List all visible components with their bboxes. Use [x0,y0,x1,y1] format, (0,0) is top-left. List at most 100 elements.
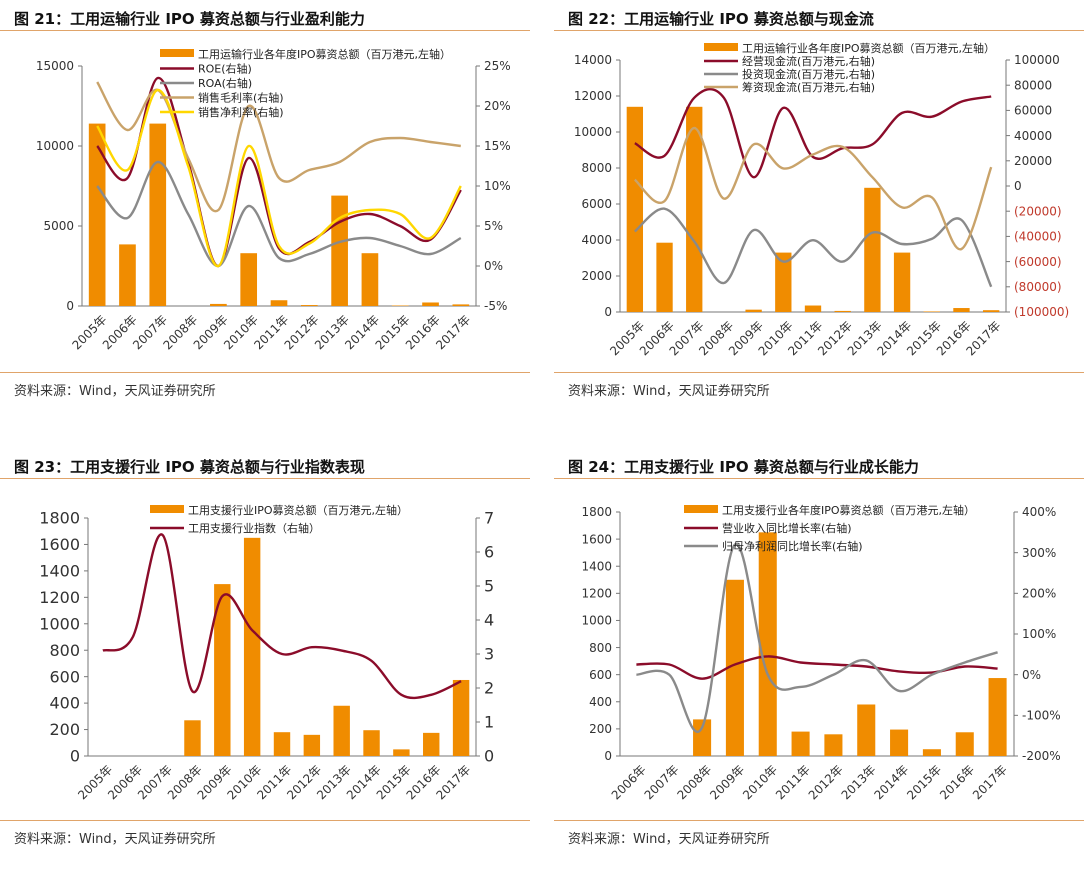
x-tick-label: 2010年 [740,762,780,802]
legend-label: ROE(右轴) [198,62,252,76]
bar [422,302,439,306]
legend-label: 工用支援行业指数（右轴） [188,521,320,535]
y-right-tick-label: (80000) [1014,280,1062,294]
y-left-tick-label: 0 [604,749,612,763]
legend-label: 工用支援行业各年度IPO募资总额（百万港元,左轴） [722,503,975,517]
y-right-tick-label: -5% [484,299,507,313]
bar [759,532,777,756]
y-left-tick-label: 0 [66,299,74,313]
legend-label: 工用运输行业各年度IPO募资总额（百万港元,左轴） [198,47,451,61]
y-left-tick-label: 1800 [581,505,612,519]
y-right-tick-label: 0% [1022,668,1041,682]
bar [362,253,379,306]
legend-label: 营业收入同比增长率(右轴) [722,521,852,535]
source-note: 资料来源：Wind，天风证券研究所 [14,380,216,399]
y-right-tick-label: (60000) [1014,255,1062,269]
y-left-tick-label: 800 [589,641,612,655]
y-left-tick-label: 200 [589,722,612,736]
y-right-tick-label: 4 [484,611,494,630]
y-left-tick-label: 12000 [574,89,612,103]
y-left-tick-label: 6000 [581,197,612,211]
y-left-tick-label: 1200 [39,588,80,607]
bar [423,733,439,756]
y-right-tick-label: 200% [1022,587,1056,601]
bar [453,304,470,306]
source-note: 资料来源：Wind，天风证券研究所 [14,828,216,847]
y-right-tick-label: 3 [484,645,494,664]
y-right-tick-label: (40000) [1014,230,1062,244]
y-right-tick-label: (100000) [1014,305,1069,319]
divider [0,820,530,821]
y-left-tick-label: 0 [70,747,80,766]
bar [983,310,999,312]
divider [554,820,1084,821]
y-left-tick-label: 1600 [581,532,612,546]
y-right-tick-label: 0 [484,747,494,766]
y-left-tick-label: 5000 [43,219,74,233]
y-left-tick-label: 10000 [574,125,612,139]
bar [453,680,469,756]
y-left-tick-label: 600 [49,667,80,686]
y-right-tick-label: 20000 [1014,154,1052,168]
x-tick-label: 2013年 [839,762,879,802]
legend-swatch [160,49,194,57]
chart-svg: 0200400600800100012001400160018000123456… [0,448,532,820]
y-right-tick-label: 100% [1022,627,1056,641]
x-tick-label: 2012年 [806,762,846,802]
y-left-tick-label: 14000 [574,53,612,67]
bar [805,306,821,312]
x-tick-label: 2009年 [707,762,747,802]
source-note: 资料来源：Wind，天风证券研究所 [568,380,770,399]
legend-label: 经营现金流(百万港元,右轴) [742,54,875,68]
bar [304,735,320,756]
x-tick-label: 2017年 [970,762,1010,802]
legend-label: 工用支援行业IPO募资总额（百万港元,左轴） [188,503,408,517]
y-left-tick-label: 10000 [36,139,74,153]
x-tick-label: 2007年 [642,762,682,802]
y-right-tick-label: -100% [1022,709,1061,723]
bar [824,734,842,756]
y-right-tick-label: 25% [484,59,511,73]
y-right-tick-label: -200% [1022,749,1061,763]
x-tick-label: 2017年 [433,312,473,352]
y-left-tick-label: 0 [604,305,612,319]
y-left-tick-label: 600 [589,668,612,682]
x-tick-label: 2008年 [674,762,714,802]
y-right-tick-label: 6 [484,543,494,562]
legend-label: 工用运输行业各年度IPO募资总额（百万港元,左轴） [742,41,995,55]
y-right-tick-label: 0% [484,259,503,273]
y-right-tick-label: 60000 [1014,104,1052,118]
y-right-tick-label: 300% [1022,546,1056,560]
y-left-tick-label: 1000 [581,614,612,628]
bar [890,730,908,756]
y-left-tick-label: 8000 [581,161,612,175]
bar [835,311,851,312]
legend-swatch [684,505,718,513]
bar [119,244,136,306]
bar [271,300,288,306]
bar [656,243,672,312]
legend-label: 投资现金流(百万港元,右轴) [742,67,875,81]
legend-label: ROA(右轴) [198,76,252,90]
x-tick-label: 2011年 [773,762,813,802]
source-note: 资料来源：Wind，天风证券研究所 [568,828,770,847]
bar [956,732,974,756]
y-left-tick-label: 400 [589,695,612,709]
y-right-tick-label: 10% [484,179,511,193]
chart-svg: 050001000015000-5%0%5%10%15%20%25%2005年2… [0,0,532,372]
y-left-tick-label: 1400 [39,561,80,580]
y-right-tick-label: 0 [1014,179,1022,193]
legend-swatch [150,505,184,513]
bar [627,107,643,312]
y-left-tick-label: 200 [49,720,80,739]
bar [857,704,875,756]
x-tick-label: 2015年 [904,762,944,802]
y-left-tick-label: 4000 [581,233,612,247]
x-tick-label: 2014年 [871,762,911,802]
bar [89,124,106,306]
bar [864,188,880,312]
chart-svg: 02000400060008000100001200014000(100000)… [554,0,1086,372]
bar [792,732,810,756]
legend-label: 销售毛利率(右轴) [198,91,284,105]
